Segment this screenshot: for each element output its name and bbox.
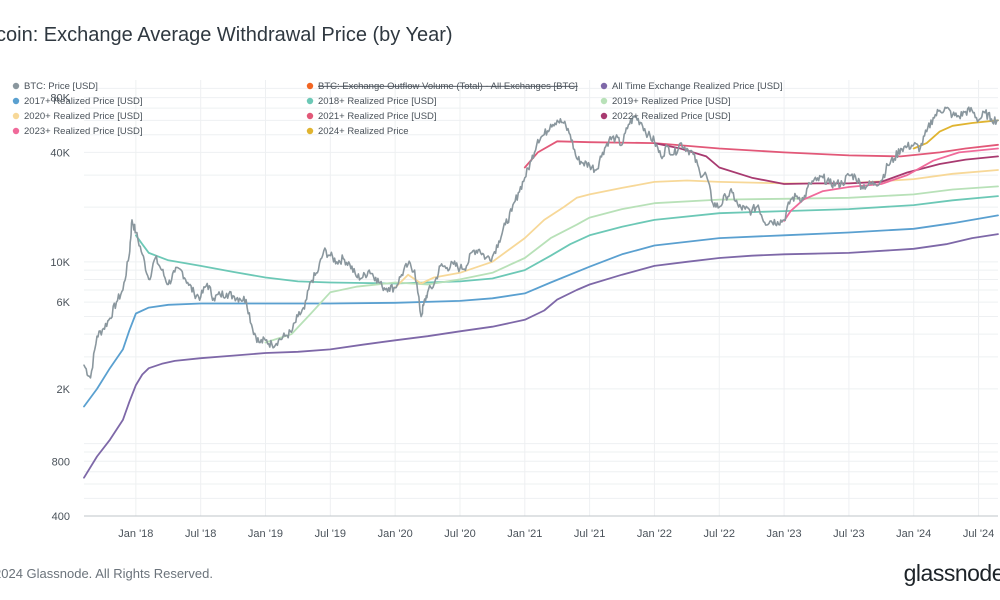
legend-item[interactable]: All Time Exchange Realized Price [USD]	[612, 81, 783, 92]
x-tick-label: Jul '24	[963, 528, 994, 540]
x-tick-label: Jul '22	[704, 528, 735, 540]
x-tick-label: Jan '20	[378, 528, 413, 540]
x-tick-label: Jul '21	[574, 528, 605, 540]
series-layer	[83, 106, 999, 479]
series-line-2024-realized-price	[912, 119, 999, 150]
legend-marker	[12, 112, 20, 120]
legend-item[interactable]: BTC: Exchange Outflow Volume (Total) - A…	[318, 81, 578, 92]
x-tick-label: Jul '19	[315, 528, 346, 540]
series-line-2018-realized-price-usd	[135, 195, 999, 285]
legend-marker	[12, 82, 20, 90]
copyright-footer: 2024 Glassnode. All Rights Reserved.	[0, 566, 213, 581]
y-tick-label: 800	[52, 456, 70, 468]
legend-item[interactable]: 2019+ Realized Price [USD]	[612, 96, 731, 107]
series-line-2023-realized-price-usd	[783, 147, 999, 222]
series-line-2022-realized-price-usd	[653, 142, 999, 185]
legend-item[interactable]: 2024+ Realized Price	[318, 126, 409, 137]
series-line-btc-price-usd	[83, 106, 999, 379]
axes: 400 800 2K 6K 10K 40K 80K Jan '18 Jul '18 Jan '19…	[50, 93, 998, 540]
glassnode-logo: glassnode	[903, 560, 1000, 586]
x-tick-label: Jul '23	[833, 528, 864, 540]
legend-marker	[306, 97, 314, 105]
series-line-2019-realized-price-usd	[264, 185, 999, 344]
series-line-2017-realized-price-usd	[83, 214, 999, 408]
x-tick-label: Jan '21	[507, 528, 542, 540]
legend-marker	[600, 112, 608, 120]
x-tick-label: Jan '23	[767, 528, 802, 540]
legend-marker	[600, 97, 608, 105]
legend-item[interactable]: 2022+ Realized Price [USD]	[612, 111, 731, 122]
legend-marker	[12, 97, 20, 105]
x-tick-label: Jul '18	[185, 528, 216, 540]
legend-item[interactable]: 2023+ Realized Price [USD]	[24, 126, 143, 137]
chart-title: itcoin: Exchange Average Withdrawal Pric…	[0, 24, 453, 46]
legend-item[interactable]: 2018+ Realized Price [USD]	[318, 96, 437, 107]
y-tick-label: 80K	[50, 93, 70, 105]
series-line-2021-realized-price-usd	[523, 140, 999, 169]
y-tick-label: 40K	[50, 147, 70, 159]
legend-marker	[306, 82, 314, 90]
y-tick-label: 10K	[50, 257, 70, 269]
grid	[84, 80, 998, 516]
y-tick-label: 2K	[57, 384, 71, 396]
legend-item[interactable]: BTC: Price [USD]	[24, 81, 98, 92]
series-line-all-time-exchange-realized-price-usd	[83, 233, 999, 479]
legend-marker	[600, 82, 608, 90]
legend-item[interactable]: 2017+ Realized Price [USD]	[24, 96, 143, 107]
y-tick-label: 6K	[57, 297, 71, 309]
x-tick-label: Jan '24	[896, 528, 931, 540]
x-tick-label: Jan '19	[248, 528, 283, 540]
legend-marker	[12, 127, 20, 135]
legend-marker	[306, 127, 314, 135]
y-tick-label: 400	[52, 511, 70, 523]
x-tick-label: Jul '20	[444, 528, 475, 540]
x-tick-label: Jan '18	[118, 528, 153, 540]
legend-item[interactable]: 2020+ Realized Price [USD]	[24, 111, 143, 122]
x-tick-label: Jan '22	[637, 528, 672, 540]
legend-marker	[306, 112, 314, 120]
legend[interactable]: BTC: Price [USD] BTC: Exchange Outflow Vo…	[12, 81, 783, 137]
legend-item[interactable]: 2021+ Realized Price [USD]	[318, 111, 437, 122]
